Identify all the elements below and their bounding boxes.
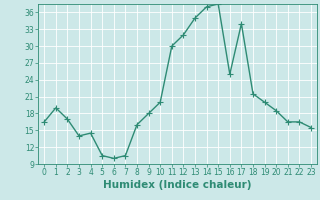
X-axis label: Humidex (Indice chaleur): Humidex (Indice chaleur) [103, 180, 252, 190]
